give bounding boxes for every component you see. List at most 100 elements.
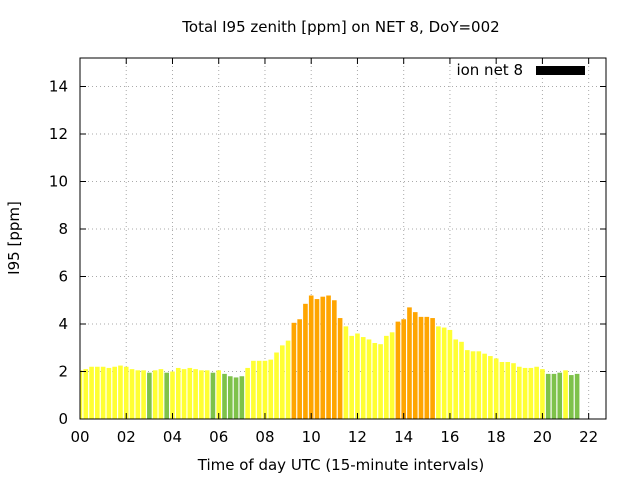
y-tick-label: 12 — [49, 125, 68, 143]
y-tick-label: 4 — [58, 315, 68, 333]
data-bar — [279, 345, 285, 419]
data-bar — [569, 375, 574, 419]
data-bar — [175, 367, 181, 419]
data-bar — [459, 341, 464, 419]
data-bar — [563, 370, 568, 419]
data-bar — [493, 358, 499, 419]
x-tick-label: 16 — [440, 428, 459, 446]
data-bar — [470, 351, 476, 419]
x-tick-label: 00 — [70, 428, 89, 446]
data-bar — [141, 370, 146, 419]
data-bar — [187, 367, 193, 419]
x-tick-label: 20 — [533, 428, 552, 446]
x-tick-label: 06 — [209, 428, 228, 446]
data-bar — [453, 339, 459, 419]
data-bar — [129, 369, 135, 419]
bars — [80, 295, 580, 419]
data-bar — [528, 367, 534, 419]
legend: ion net 8 — [456, 61, 585, 79]
y-tick-label: 8 — [58, 220, 68, 238]
data-bar — [106, 367, 112, 419]
data-bar — [418, 316, 424, 419]
data-bar — [326, 295, 331, 419]
data-bar — [407, 307, 412, 419]
data-bar — [239, 376, 245, 419]
data-bar — [308, 295, 314, 419]
x-tick-label: 10 — [302, 428, 321, 446]
data-bar — [83, 369, 89, 419]
data-bar — [337, 318, 343, 419]
data-bar — [118, 365, 123, 419]
data-bar — [545, 373, 551, 419]
data-bar — [314, 299, 320, 419]
data-bar — [384, 335, 389, 419]
data-bar — [123, 366, 129, 419]
data-bar — [181, 369, 187, 419]
data-bar — [360, 337, 366, 419]
data-bar — [227, 376, 233, 419]
data-bar — [199, 370, 204, 419]
data-bar — [112, 366, 117, 419]
legend-swatch — [536, 66, 585, 75]
x-tick-label: 08 — [255, 428, 274, 446]
data-bar — [152, 370, 158, 419]
data-bar — [349, 335, 354, 419]
data-bar — [430, 318, 435, 419]
y-tick-label: 6 — [58, 268, 68, 286]
data-bar — [557, 372, 563, 419]
data-bar — [366, 339, 372, 419]
data-bar — [505, 362, 511, 419]
data-bar — [256, 360, 262, 419]
data-bar — [95, 366, 100, 419]
data-bar — [268, 359, 274, 419]
data-bar — [355, 333, 360, 419]
data-bar — [436, 326, 441, 419]
data-bar — [447, 329, 453, 419]
x-tick-label: 02 — [117, 428, 136, 446]
data-bar — [482, 353, 487, 419]
data-bar — [476, 351, 482, 419]
x-tick-label: 18 — [487, 428, 506, 446]
data-bar — [210, 372, 216, 419]
data-bar — [100, 366, 106, 419]
data-bar — [540, 369, 545, 419]
data-bar — [332, 300, 337, 419]
data-bar — [204, 370, 210, 419]
data-bar — [193, 369, 198, 419]
y-tick-label: 0 — [58, 410, 68, 428]
grid-lines — [80, 58, 606, 419]
plot-frame — [79, 57, 607, 420]
x-tick-label: 14 — [394, 428, 413, 446]
data-bar — [222, 373, 227, 419]
data-bar — [274, 352, 279, 419]
data-bar — [291, 322, 297, 419]
data-bar — [516, 366, 522, 419]
data-bar — [511, 363, 516, 419]
data-bar — [216, 370, 222, 419]
data-bar — [522, 367, 528, 419]
y-tick-label: 2 — [58, 363, 68, 381]
x-tick-label: 12 — [348, 428, 367, 446]
data-bar — [499, 362, 505, 419]
x-axis-label: Time of day UTC (15-minute intervals) — [197, 456, 484, 474]
legend-label: ion net 8 — [456, 61, 523, 79]
data-bar — [488, 356, 493, 419]
data-bar — [378, 344, 383, 419]
data-bar — [245, 367, 250, 419]
y-axis-label: I95 [ppm] — [5, 201, 23, 275]
data-bar — [80, 370, 83, 419]
data-bar — [262, 360, 268, 419]
y-tick-label: 10 — [49, 173, 68, 191]
x-tick-label: 04 — [163, 428, 182, 446]
data-bar — [441, 327, 447, 419]
x-tick-label: 22 — [579, 428, 598, 446]
chart-title: Total I95 zenith [ppm] on NET 8, DoY=002 — [181, 18, 499, 36]
data-bar — [164, 372, 170, 419]
data-bar — [303, 303, 308, 419]
data-bar — [424, 316, 430, 419]
data-bar — [285, 340, 291, 419]
data-bar — [135, 370, 141, 419]
data-bar — [412, 312, 418, 419]
